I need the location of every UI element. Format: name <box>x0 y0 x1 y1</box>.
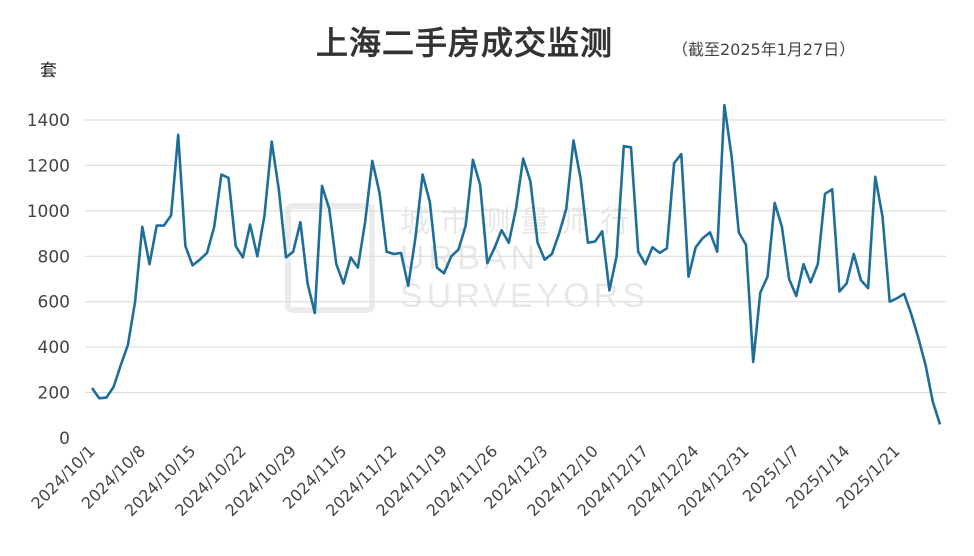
y-tick-label: 200 <box>38 384 70 404</box>
chart-subtitle: （截至2025年1月27日） <box>672 40 856 59</box>
series-line <box>90 103 942 425</box>
chart-title: 上海二手房成交监测 <box>316 24 614 62</box>
y-axis-ticks: 0 200 400 600 800 1000 1200 1400 <box>27 111 70 449</box>
grid-lines <box>85 119 946 394</box>
y-tick-label: 1000 <box>27 202 70 222</box>
y-tick-label: 600 <box>38 293 70 313</box>
y-tick-label: 1200 <box>27 156 70 176</box>
watermark-en-line2: SURVEYORS <box>400 277 649 315</box>
y-tick-label: 1400 <box>27 111 70 131</box>
y-tick-label: 400 <box>38 338 70 358</box>
y-tick-label: 800 <box>38 247 70 267</box>
watermark-en-line1: URBAN <box>400 239 540 277</box>
series-layer <box>90 103 942 425</box>
watermark-logo <box>285 203 375 313</box>
x-axis-ticks: 2024/10/12024/10/82024/10/152024/10/2220… <box>27 441 903 520</box>
y-tick-label: 0 <box>59 429 70 449</box>
y-axis-unit-label: 套 <box>40 61 57 81</box>
